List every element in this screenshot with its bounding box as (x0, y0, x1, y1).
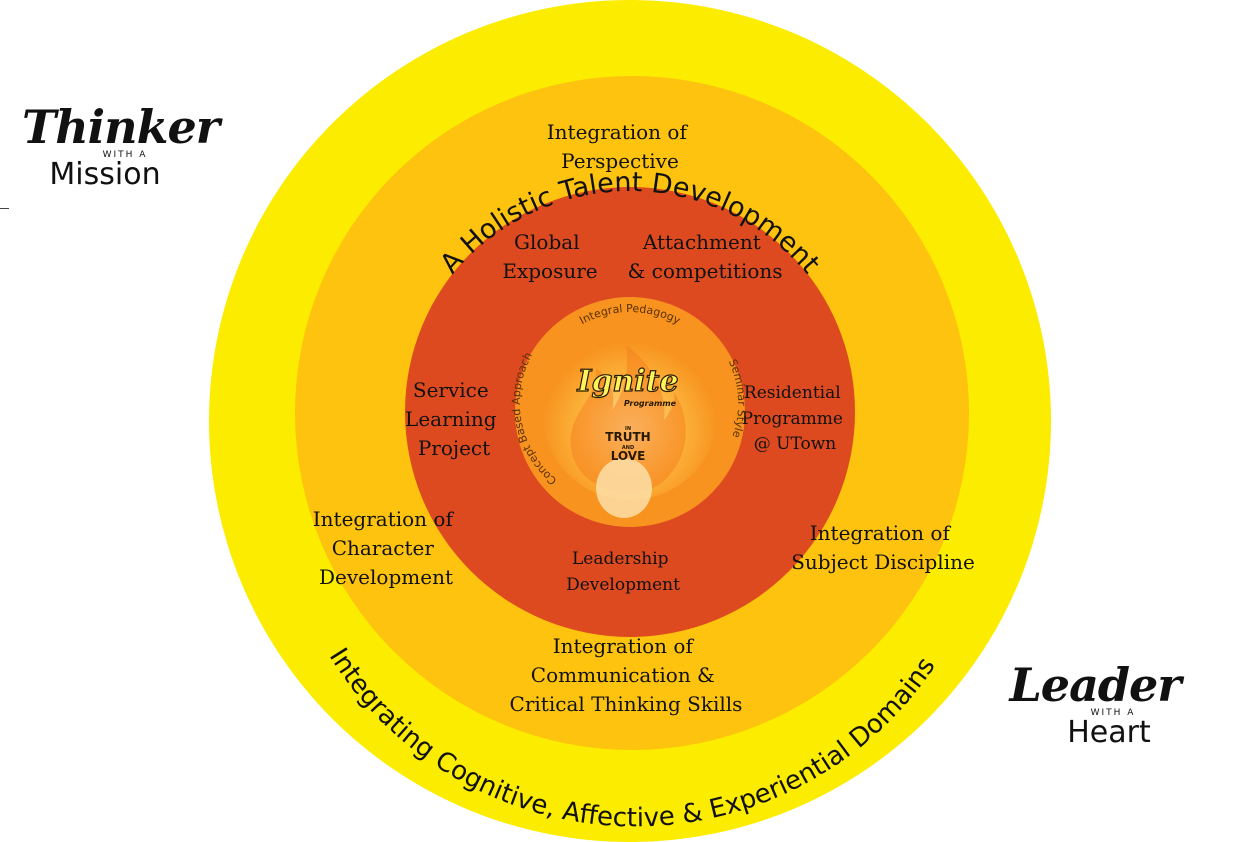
motto-truth: TRUTH (605, 430, 650, 444)
leader-small: WITH A (1090, 708, 1136, 718)
leadership-development-label: Leadership Development (566, 549, 680, 595)
motto-in: IN (625, 426, 631, 432)
ignite-logo-sub: Programme (624, 399, 677, 408)
flame-core-icon (596, 458, 652, 518)
leader-script: Leader (1009, 658, 1181, 712)
ignite-logo: Ignite (576, 364, 678, 399)
global-exposure-label: Global Exposure (502, 230, 597, 283)
thinker-word: Mission (49, 157, 161, 192)
integration-communication-label: Integration of Communication & Critical … (510, 634, 743, 716)
residential-programme-label: Residential Programme @ UTown (742, 383, 849, 454)
edge-divider (0, 208, 9, 209)
service-learning-label: Service Learning Project (405, 378, 503, 460)
attachment-label: Attachment & competitions (627, 230, 782, 283)
integration-subject-label: Integration of Subject Discipline (791, 521, 975, 574)
integration-character-label: Integration of Character Development (313, 507, 459, 589)
leader-word: Heart (1067, 715, 1151, 750)
motto-love: LOVE (611, 449, 646, 463)
integration-perspective-label: Integration of Perspective (547, 120, 693, 173)
thinker-small: WITH A (102, 150, 148, 160)
thinker-script: Thinker (22, 100, 220, 154)
leader-with-a-heart-logo: Leader WITH A Heart (1000, 662, 1190, 748)
motto-and: AND (622, 445, 634, 451)
thinker-with-a-mission-logo: Thinker WITH A Mission (22, 100, 220, 190)
flame-icon (570, 345, 686, 492)
